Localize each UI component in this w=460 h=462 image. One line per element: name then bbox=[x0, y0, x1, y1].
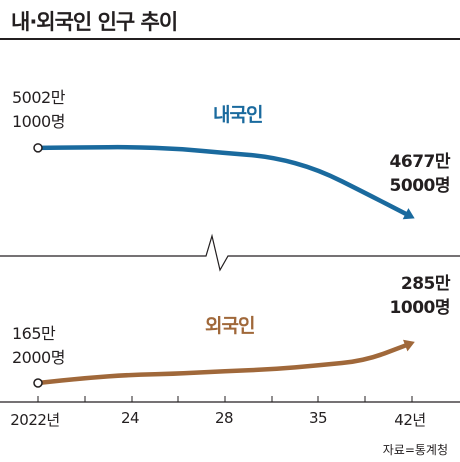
foreign-end-label-line1: 285만 bbox=[400, 274, 451, 294]
chart-title: 내·외국인 인구 추이 bbox=[11, 10, 178, 34]
korean-start-label-line2: 1000명 bbox=[12, 112, 65, 131]
korean-arrow-head-icon bbox=[402, 208, 415, 220]
korean-series-line bbox=[35, 144, 408, 216]
axis-break-line bbox=[0, 233, 460, 272]
foreign-end-label: 285만 1000명 bbox=[389, 272, 451, 320]
korean-start-point bbox=[33, 143, 43, 153]
korean-end-label: 4677만 5000명 bbox=[389, 150, 451, 198]
foreign-start-label-line2: 2000명 bbox=[12, 348, 65, 367]
x-tick-42: 42년 bbox=[394, 411, 426, 429]
foreign-arrow-head-icon bbox=[403, 339, 415, 352]
foreign-start-point bbox=[33, 378, 43, 388]
korean-start-label-line1: 5002만 bbox=[12, 88, 65, 107]
foreign-series-line bbox=[35, 343, 408, 386]
korean-end-label-line2: 5000명 bbox=[389, 176, 451, 196]
title-rule bbox=[0, 38, 460, 40]
source-note: 자료=통계청 bbox=[382, 443, 448, 457]
korean-end-label-line1: 4677만 bbox=[389, 152, 451, 172]
foreign-end-label-line2: 1000명 bbox=[389, 298, 451, 318]
foreign-series-label: 외국인 bbox=[205, 315, 255, 337]
x-tick-35: 35 bbox=[308, 409, 328, 427]
korean-series-label: 내국인 bbox=[213, 104, 263, 126]
korean-start-label: 5002만 1000명 bbox=[12, 86, 65, 134]
x-tick-28: 28 bbox=[214, 409, 234, 427]
x-tick-2022: 2022년 bbox=[10, 411, 60, 429]
foreign-start-label-line1: 165만 bbox=[12, 324, 56, 343]
foreign-start-label: 165만 2000명 bbox=[12, 322, 65, 370]
x-tick-24: 24 bbox=[120, 409, 140, 427]
